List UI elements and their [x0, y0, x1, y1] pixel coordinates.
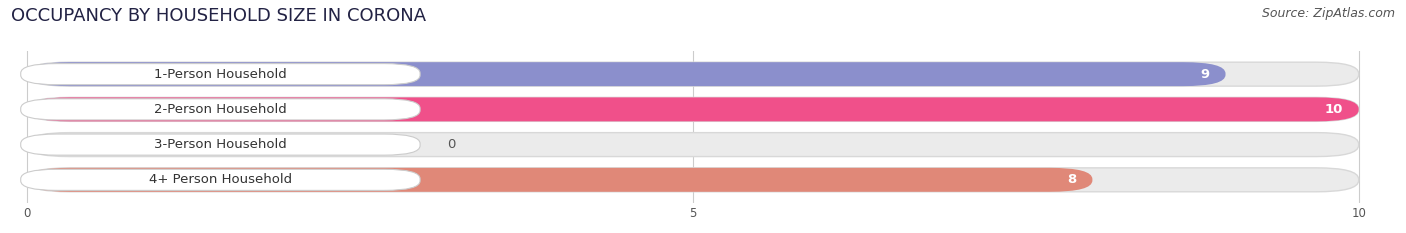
Text: Source: ZipAtlas.com: Source: ZipAtlas.com	[1261, 7, 1395, 20]
FancyBboxPatch shape	[27, 62, 1226, 86]
Text: 3-Person Household: 3-Person Household	[155, 138, 287, 151]
Text: 1-Person Household: 1-Person Household	[155, 68, 287, 81]
FancyBboxPatch shape	[27, 168, 1092, 192]
FancyBboxPatch shape	[27, 133, 1358, 157]
Text: 9: 9	[1201, 68, 1209, 81]
FancyBboxPatch shape	[21, 134, 420, 155]
FancyBboxPatch shape	[21, 64, 420, 85]
Text: 0: 0	[447, 138, 456, 151]
FancyBboxPatch shape	[27, 62, 1358, 86]
Text: OCCUPANCY BY HOUSEHOLD SIZE IN CORONA: OCCUPANCY BY HOUSEHOLD SIZE IN CORONA	[11, 7, 426, 25]
FancyBboxPatch shape	[21, 99, 420, 120]
FancyBboxPatch shape	[27, 168, 1358, 192]
FancyBboxPatch shape	[21, 169, 420, 190]
FancyBboxPatch shape	[27, 97, 1358, 121]
Text: 10: 10	[1324, 103, 1343, 116]
FancyBboxPatch shape	[27, 97, 1358, 121]
Text: 2-Person Household: 2-Person Household	[155, 103, 287, 116]
Text: 8: 8	[1067, 173, 1077, 186]
Text: 4+ Person Household: 4+ Person Household	[149, 173, 292, 186]
